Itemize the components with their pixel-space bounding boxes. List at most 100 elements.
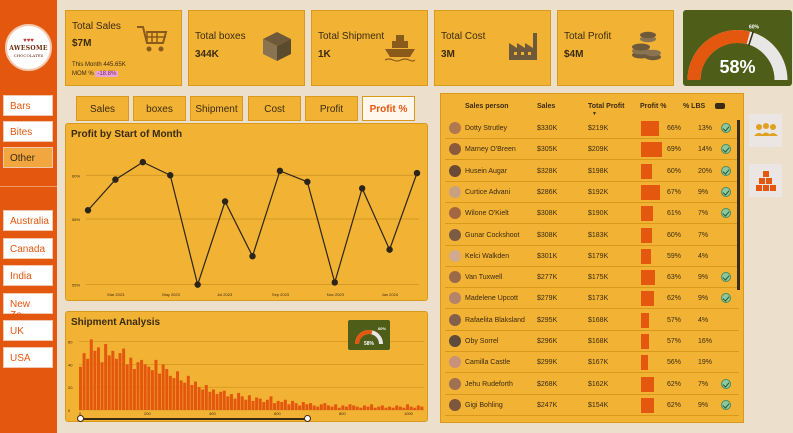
shipment-bar[interactable] [107,355,111,410]
shipment-bar[interactable] [352,405,356,410]
shipment-bar[interactable] [359,407,363,410]
slicer-product-other[interactable]: Other [3,147,53,168]
shipment-bar[interactable] [158,373,162,410]
shipment-bar[interactable] [190,384,194,410]
shipment-bar[interactable] [319,404,323,410]
shipment-bar[interactable] [161,364,165,410]
data-point[interactable] [331,279,338,286]
shipment-bar[interactable] [150,370,154,410]
shipment-bar[interactable] [82,353,86,410]
shipment-bar[interactable] [366,406,370,410]
shipment-bar[interactable] [172,378,176,410]
shipment-bar[interactable] [283,399,287,410]
data-point[interactable] [84,207,92,214]
shipment-bar[interactable] [276,400,280,410]
shipment-bar[interactable] [269,396,273,410]
table-row[interactable]: Curtice Advani $286K $192K 67% 9% [445,182,739,203]
shipment-bar[interactable] [168,375,172,410]
range-slider-handle-left[interactable] [77,415,84,422]
shipment-bar[interactable] [420,406,424,410]
table-row[interactable]: Madelene Upcott $279K $173K 62% 9% [445,288,739,310]
header-lbs-percent[interactable]: % LBS [683,103,706,110]
shipment-bar[interactable] [262,402,266,410]
shipment-bar[interactable] [147,366,151,410]
shipment-bar[interactable] [323,403,327,410]
shipment-bar[interactable] [388,406,392,410]
table-row[interactable]: Rafaelita Blaksland $295K $168K 57% 4% [445,310,739,331]
data-point[interactable] [413,169,421,177]
table-row[interactable]: Kelci Walkden $301K $179K 59% 4% [445,246,739,267]
shipment-bar[interactable] [132,369,136,410]
table-row[interactable]: Husein Augar $328K $198K 60% 20% [445,161,739,182]
shipment-bar[interactable] [233,398,237,410]
shipment-bar[interactable] [183,382,187,410]
table-row[interactable]: Gigi Bohling $247K $154K 62% 9% [445,395,739,416]
shipment-bar[interactable] [96,347,100,410]
header-profit-percent[interactable]: Profit % [640,103,667,110]
shipment-bar[interactable] [186,375,190,410]
stacked-boxes-button[interactable] [749,164,782,197]
data-point[interactable] [304,178,311,186]
table-scrollbar[interactable] [737,120,740,290]
table-row[interactable]: Camilla Castle $299K $167K 56% 19% [445,352,739,374]
shipment-bar[interactable] [406,404,410,410]
shipment-bar[interactable] [136,362,140,410]
shipment-bar[interactable] [240,396,244,410]
shipment-bar[interactable] [114,358,118,410]
people-group-button[interactable] [749,114,782,147]
slicer-region-new-zealand[interactable]: New Ze... [3,293,53,321]
data-point[interactable] [194,281,201,288]
shipment-bar[interactable] [165,369,169,410]
shipment-bar[interactable] [413,407,417,410]
data-point[interactable] [112,176,119,183]
shipment-bar[interactable] [197,387,201,410]
shipment-bar[interactable] [273,403,277,410]
shipment-bar[interactable] [395,405,399,410]
shipment-bar[interactable] [316,406,320,410]
slicer-region-usa[interactable]: USA [3,347,53,368]
shipment-bar[interactable] [312,405,316,410]
range-slider-handle-right[interactable] [304,415,311,422]
shipment-bar[interactable] [416,405,420,410]
table-row[interactable]: Dotty Strutley $330K $219K 66% 13% [445,118,739,139]
shipment-bar[interactable] [355,406,359,410]
shipment-bar[interactable] [201,389,205,410]
shipment-bar[interactable] [380,405,384,410]
tab-boxes[interactable]: boxes [133,96,186,121]
shipment-bar[interactable] [204,384,208,410]
shipment-bar[interactable] [122,348,126,410]
tab-cost[interactable]: Cost [248,96,301,121]
shipment-bar[interactable] [89,339,93,410]
shipment-bar[interactable] [208,391,212,410]
tab-sales[interactable]: Sales [76,96,129,121]
shipment-bar[interactable] [287,404,291,410]
shipment-bar[interactable] [86,358,90,410]
shipment-bar[interactable] [326,405,330,410]
slicer-region-india[interactable]: India [3,265,53,286]
shipment-bar[interactable] [93,350,97,410]
shipment-bar[interactable] [391,407,395,410]
shipment-bar[interactable] [176,371,180,410]
tab-profit-percent[interactable]: Profit % [362,96,415,121]
table-row[interactable]: Jehu Rudeforth $268K $162K 62% 7% [445,374,739,395]
slicer-region-uk[interactable]: UK [3,320,53,341]
table-row[interactable]: Wilone O'Kielt $308K $190K 61% 7% [445,203,739,225]
data-point[interactable] [221,198,229,205]
shipment-bar[interactable] [179,380,183,410]
range-slider-track[interactable] [80,418,308,420]
shipment-bar[interactable] [118,353,122,410]
shipment-bar[interactable] [334,404,338,410]
shipment-bar[interactable] [377,406,381,410]
tab-shipment[interactable]: Shipment [190,96,243,121]
slicer-product-bites[interactable]: Bites [3,121,53,142]
shipment-bar[interactable] [140,359,144,410]
shipment-bar[interactable] [194,381,197,410]
shipment-bar[interactable] [219,391,223,410]
shipment-bar[interactable] [348,404,352,410]
shipment-bar[interactable] [294,403,298,410]
shipment-bar[interactable] [143,364,147,410]
header-total-profit[interactable]: Total Profit [588,103,625,110]
table-row[interactable]: Gunar Cockshoot $308K $183K 60% 7% [445,225,739,246]
header-sales-person[interactable]: Sales person [465,103,509,110]
slicer-product-bars[interactable]: Bars [3,95,53,116]
